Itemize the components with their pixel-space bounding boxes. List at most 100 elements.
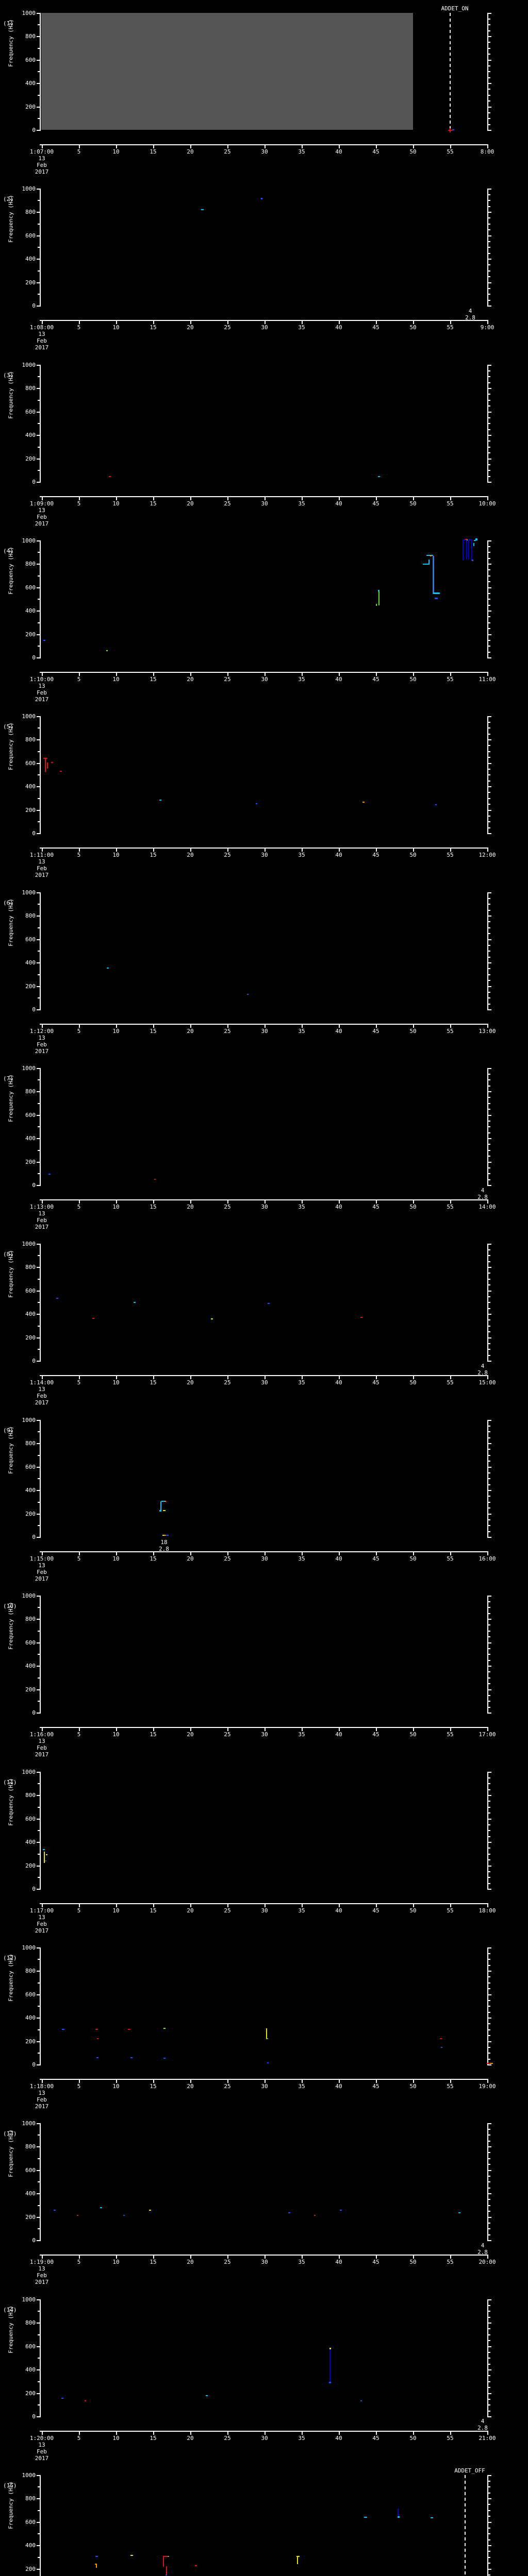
- right-axis-tick: [488, 816, 490, 817]
- y-tick: [38, 200, 40, 201]
- right-axis-tick: [488, 1824, 490, 1825]
- y-tick-label: 200: [25, 1334, 36, 1341]
- right-axis-tick: [488, 300, 490, 301]
- right-axis-tick: [488, 229, 490, 230]
- x-tick: [42, 2079, 43, 2083]
- x-tick: [42, 1551, 43, 1555]
- feature-mark: [163, 2028, 166, 2029]
- right-axis-tick: [488, 1326, 490, 1327]
- x-minute-label: 10: [112, 852, 120, 858]
- right-axis-tick: [488, 2123, 491, 2124]
- y-tick: [38, 2510, 40, 2511]
- y-tick-label: 800: [25, 736, 36, 743]
- right-axis-tick: [488, 2205, 490, 2206]
- y-axis-line: [40, 189, 41, 307]
- y-tick-label: 0: [32, 1182, 36, 1189]
- x-tick: [413, 1903, 414, 1907]
- x-minute-label: 15: [150, 148, 157, 155]
- right-axis-tick: [488, 2411, 490, 2412]
- right-axis-tick: [488, 564, 491, 565]
- right-axis-tick: [488, 1982, 490, 1984]
- right-axis-tick: [488, 552, 490, 553]
- right-axis-tick: [488, 593, 490, 594]
- x-minute-label: 50: [409, 500, 417, 507]
- x-date-line: Feb: [37, 1744, 47, 1751]
- right-axis-tick: [488, 2228, 490, 2229]
- right-axis-tick: [488, 1660, 490, 1661]
- feature-mark: [426, 555, 433, 556]
- event-line-addet_on: [450, 13, 451, 130]
- x-minute-label: 15: [150, 1204, 157, 1210]
- right-axis-tick: [488, 1871, 490, 1872]
- x-start-time-label: 1:08:00: [29, 324, 54, 331]
- y-tick: [38, 2053, 40, 2054]
- right-axis-tick: [488, 118, 490, 119]
- x-tick: [116, 2255, 117, 2259]
- right-axis-tick: [488, 1976, 490, 1977]
- x-date-line: 13: [38, 331, 45, 337]
- y-tick: [37, 2323, 40, 2324]
- right-axis-tick: [488, 827, 490, 828]
- x-tick: [413, 1199, 414, 1204]
- x-tick: [450, 2079, 451, 2083]
- x-tick: [487, 2079, 488, 2083]
- y-tick: [38, 1478, 40, 1479]
- y-tick: [37, 1267, 40, 1268]
- y-tick: [37, 540, 40, 541]
- right-axis-tick: [488, 71, 490, 72]
- feature-mark: [46, 1854, 47, 1855]
- x-tick: [376, 1551, 377, 1555]
- right-axis-tick: [488, 2533, 490, 2534]
- x-date-line: 2017: [35, 1575, 49, 1582]
- x-date-line: 2017: [35, 2279, 49, 2285]
- right-axis-tick: [488, 575, 490, 577]
- y-tick: [38, 2486, 40, 2487]
- feature-mark: [134, 1302, 136, 1303]
- right-axis-tick: [488, 974, 490, 975]
- x-date-line: Feb: [37, 1041, 47, 1048]
- x-date-line: Feb: [37, 337, 47, 344]
- x-tick: [116, 1903, 117, 1907]
- y-tick-label: 400: [25, 1663, 36, 1669]
- y-tick: [38, 904, 40, 905]
- x-minute-label: 5: [77, 1907, 81, 1914]
- right-axis-tick: [488, 781, 490, 782]
- panel-index-label: (8): [3, 1251, 13, 1258]
- x-tick: [413, 1551, 414, 1555]
- y-tick: [38, 751, 40, 752]
- right-axis-tick: [488, 2539, 490, 2540]
- y-tick: [38, 1677, 40, 1679]
- x-tick: [302, 1727, 303, 1731]
- right-axis-tick: [488, 1654, 490, 1655]
- right-axis-tick: [488, 1689, 491, 1690]
- x-tick: [376, 1903, 377, 1907]
- feature-mark: [268, 1303, 270, 1304]
- y-axis-title: Frequency (Hz): [7, 19, 14, 67]
- x-minute-label: 20: [187, 2259, 194, 2265]
- y-axis-title: Frequency (Hz): [7, 722, 14, 770]
- feature-mark: [45, 759, 46, 772]
- right-axis-tick: [488, 1613, 490, 1614]
- x-minute-label: 5: [77, 1731, 81, 1738]
- feature-mark: [164, 1501, 166, 1502]
- right-axis-tick: [488, 1126, 490, 1127]
- right-axis-tick: [488, 1789, 490, 1790]
- x-tick: [42, 848, 43, 852]
- x-tick: [450, 1727, 451, 1731]
- x-tick: [487, 1551, 488, 1555]
- feature-mark: [360, 1317, 362, 1318]
- y-axis-title: Frequency (Hz): [7, 1074, 14, 1122]
- y-tick-label: 1000: [22, 1592, 36, 1599]
- x-minute-label: 35: [298, 676, 305, 683]
- x-tick: [42, 672, 43, 676]
- right-axis-tick: [488, 769, 490, 770]
- feature-mark: [62, 2029, 64, 2030]
- y-tick-label: 200: [25, 631, 36, 638]
- right-axis-tick: [488, 1162, 491, 1163]
- right-axis-tick: [488, 282, 491, 283]
- right-axis-tick: [488, 1420, 491, 1421]
- x-tick: [227, 672, 228, 676]
- y-tick-label: 600: [25, 1816, 36, 1822]
- x-tick: [42, 496, 43, 500]
- right-axis-tick: [488, 968, 490, 969]
